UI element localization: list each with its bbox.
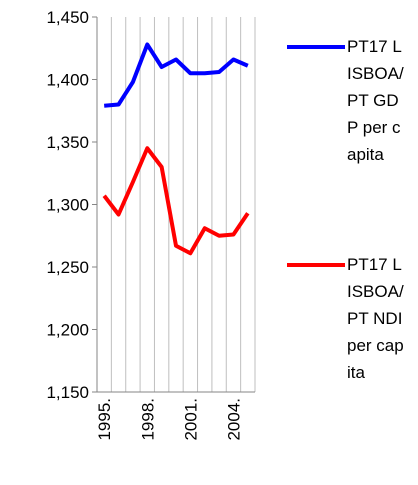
legend-label: PT17 LISBOA/PT GDP per capita xyxy=(347,37,404,164)
line-series xyxy=(102,146,250,256)
y-tick-label: 1,400 xyxy=(46,71,89,90)
legend-label: PT17 LISBOA/PT NDI per capita xyxy=(347,255,404,382)
x-tick-label: 2001. xyxy=(181,398,200,441)
y-tick-label: 1,350 xyxy=(46,133,89,152)
y-tick-label: 1,250 xyxy=(46,258,89,277)
x-tick-label: 2004. xyxy=(224,398,243,441)
x-tick-label: 1998. xyxy=(138,398,157,441)
y-tick-label: 1,200 xyxy=(46,321,89,340)
y-tick-label: 1,450 xyxy=(46,8,89,27)
x-tick-label: 1995. xyxy=(95,398,114,441)
line-series xyxy=(104,42,249,108)
y-tick-label: 1,300 xyxy=(46,196,89,215)
y-tick-label: 1,150 xyxy=(46,383,89,402)
